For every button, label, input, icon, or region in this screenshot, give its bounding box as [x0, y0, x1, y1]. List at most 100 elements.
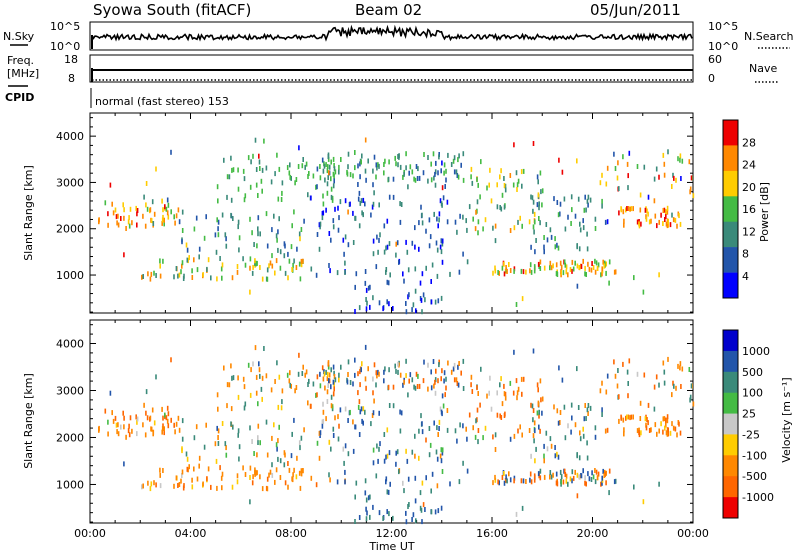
data-point — [346, 379, 349, 385]
data-point — [354, 215, 357, 221]
data-point — [537, 261, 540, 267]
data-point — [318, 222, 321, 228]
data-point — [425, 475, 427, 481]
data-point — [337, 436, 340, 442]
data-point — [326, 168, 329, 174]
data-point — [443, 162, 446, 168]
data-point — [585, 272, 587, 277]
data-point — [500, 376, 502, 382]
data-point — [666, 431, 669, 437]
data-point — [228, 174, 231, 180]
data-point — [159, 467, 161, 473]
data-point — [232, 424, 234, 430]
data-point — [115, 214, 118, 220]
data-point — [280, 197, 283, 202]
data-point — [407, 294, 409, 300]
data-point — [665, 209, 667, 215]
data-point — [445, 385, 447, 391]
data-point — [360, 198, 363, 204]
data-point — [167, 214, 170, 220]
data-point — [539, 428, 541, 434]
data-point — [136, 208, 139, 213]
data-point — [433, 383, 435, 389]
data-point — [438, 154, 440, 160]
data-point — [515, 511, 518, 517]
data-point — [640, 430, 642, 436]
data-point — [587, 202, 589, 208]
data-point — [377, 162, 379, 168]
data-point — [128, 432, 131, 438]
data-point — [372, 504, 374, 510]
data-point — [492, 225, 494, 231]
data-point — [587, 471, 589, 477]
data-point — [302, 157, 304, 162]
data-point — [623, 218, 625, 224]
data-point — [238, 247, 240, 253]
data-point — [383, 378, 385, 384]
data-point — [310, 403, 312, 409]
data-point — [618, 210, 620, 216]
data-point — [254, 467, 256, 473]
data-point — [206, 476, 208, 482]
data-point — [354, 494, 356, 500]
data-point — [419, 505, 422, 511]
data-point — [648, 219, 651, 225]
data-point — [217, 428, 220, 434]
power-colorbar-tick: 8 — [742, 248, 749, 261]
data-point — [177, 273, 179, 279]
data-point — [513, 266, 516, 272]
data-point — [303, 427, 305, 433]
data-point — [291, 267, 293, 272]
data-point — [354, 357, 356, 363]
data-point — [237, 375, 239, 381]
data-point — [512, 182, 515, 188]
data-point — [331, 404, 334, 410]
data-point — [663, 416, 666, 422]
data-point — [358, 432, 361, 437]
data-point — [494, 223, 497, 229]
data-point — [367, 495, 370, 501]
data-point — [332, 426, 335, 432]
data-point — [164, 412, 166, 418]
data-point — [601, 198, 603, 204]
data-point — [675, 385, 677, 391]
data-point — [434, 509, 437, 515]
data-point — [608, 468, 611, 474]
data-point — [271, 435, 273, 441]
data-point — [639, 416, 642, 421]
data-point — [178, 219, 181, 225]
data-point — [360, 159, 362, 165]
data-point — [330, 176, 332, 182]
data-point — [457, 382, 460, 388]
data-point — [470, 174, 472, 180]
data-point — [224, 441, 227, 447]
data-point — [460, 162, 462, 168]
data-point — [509, 228, 512, 233]
data-point — [186, 257, 189, 263]
data-point — [570, 429, 572, 435]
data-point — [259, 474, 261, 480]
data-point — [120, 424, 122, 430]
data-point — [660, 212, 662, 218]
data-point — [460, 370, 462, 376]
data-point — [439, 198, 442, 204]
data-point — [584, 403, 586, 408]
data-point — [298, 352, 300, 358]
data-point — [149, 415, 152, 421]
data-point — [150, 426, 153, 432]
data-point — [165, 415, 168, 421]
data-point — [539, 266, 542, 271]
data-point — [122, 410, 124, 416]
freq-left-tick-top: 18 — [64, 53, 78, 66]
data-point — [477, 428, 480, 433]
station-title: Syowa South (fitACF) — [93, 1, 251, 19]
data-point — [543, 474, 546, 480]
data-point — [191, 477, 193, 483]
data-point — [672, 425, 675, 431]
data-point — [146, 415, 149, 421]
data-point — [550, 474, 553, 480]
velocity-colorbar-tick: -1000 — [742, 491, 774, 504]
data-point — [372, 295, 374, 301]
data-point — [349, 201, 351, 207]
data-point — [658, 219, 660, 225]
